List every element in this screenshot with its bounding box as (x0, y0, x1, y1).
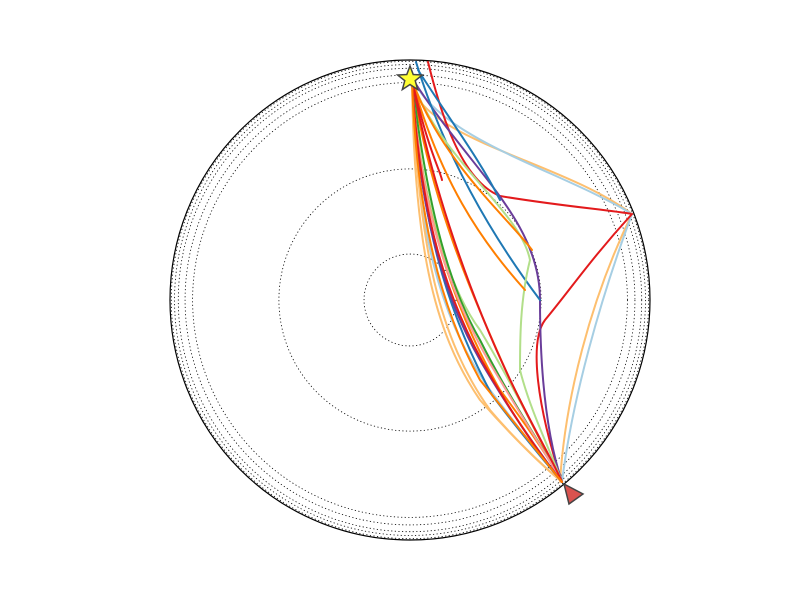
crust-mantle-1-boundary (170, 60, 650, 540)
ray-path-9 (417, 69, 501, 201)
ray-path-26 (411, 79, 563, 483)
ray-path-20 (411, 79, 563, 483)
ray-path-12 (411, 79, 533, 251)
inner-core-boundary (363, 253, 457, 347)
surface-boundary (169, 59, 651, 541)
ray-path-25 (411, 79, 443, 181)
ray-paths (409, 61, 633, 483)
ray-path-24 (411, 79, 563, 483)
ray-path-3 (427, 61, 633, 215)
triangle-icon (562, 482, 585, 506)
earth-layer-boundaries (169, 59, 651, 541)
star-icon (395, 63, 425, 92)
ray-path-1 (409, 79, 633, 215)
layer-3-boundary (177, 67, 643, 533)
ray-path-13 (411, 79, 526, 291)
ray-path-7 (411, 77, 563, 483)
core-mantle-boundary (278, 168, 542, 432)
ray-path-8 (415, 61, 541, 301)
layer-4-boundary (184, 74, 636, 526)
ray-path-17 (411, 79, 563, 483)
ray-path-10 (411, 79, 563, 483)
ray-path-5 (561, 213, 633, 483)
ray-path-4 (559, 213, 633, 483)
layer-5-boundary (192, 82, 628, 518)
ray-path-6 (535, 213, 633, 483)
layer-2-boundary (174, 64, 646, 536)
event-markers (395, 63, 585, 506)
